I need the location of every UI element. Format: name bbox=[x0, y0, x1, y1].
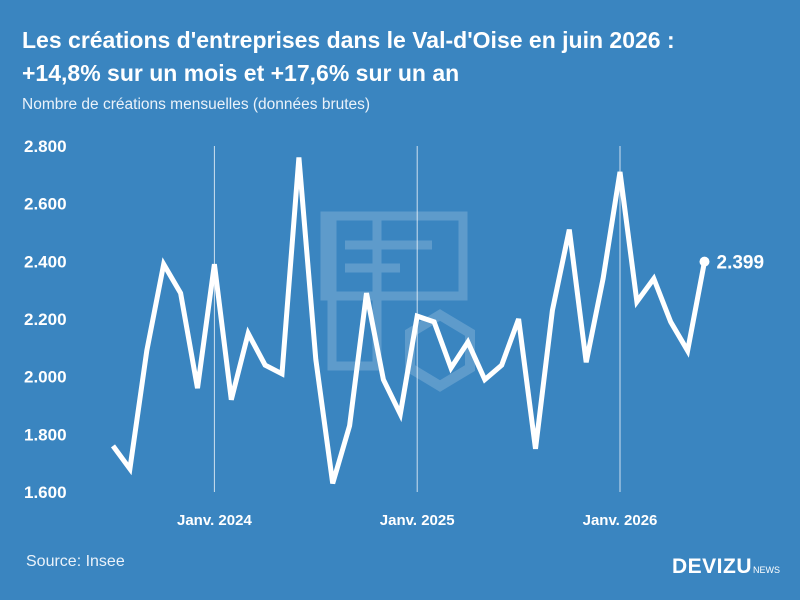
chart-subtitle: Nombre de créations mensuelles (données … bbox=[22, 96, 371, 113]
brand-name: DEVIZU bbox=[672, 555, 753, 578]
y-tick-label: 2.400 bbox=[24, 252, 67, 271]
last-data-point bbox=[699, 256, 710, 267]
x-tick-label: Janv. 2024 bbox=[177, 512, 252, 529]
y-tick-label: 2.200 bbox=[24, 310, 67, 329]
series-line bbox=[110, 157, 707, 485]
title-line-1: Les créations d'entreprises dans le Val-… bbox=[22, 27, 675, 53]
source-note: Source: Insee bbox=[26, 553, 125, 570]
y-tick-label: 2.600 bbox=[24, 195, 67, 214]
y-tick-label: 1.800 bbox=[24, 425, 67, 444]
brand-logo: DEVIZUNEWS bbox=[672, 555, 780, 579]
chart-title: Les créations d'entreprises dans le Val-… bbox=[22, 24, 782, 90]
y-tick-label: 2.000 bbox=[24, 368, 67, 387]
y-tick-label: 1.600 bbox=[24, 483, 67, 502]
title-line-2: +14,8% sur un mois et +17,6% sur un an bbox=[22, 60, 460, 86]
brand-suffix: NEWS bbox=[753, 565, 781, 575]
y-tick-label: 2.800 bbox=[24, 137, 67, 156]
x-tick-label: Janv. 2025 bbox=[380, 512, 455, 529]
x-tick-label: Janv. 2026 bbox=[583, 512, 658, 529]
last-value-label: 2.399 bbox=[717, 253, 765, 274]
